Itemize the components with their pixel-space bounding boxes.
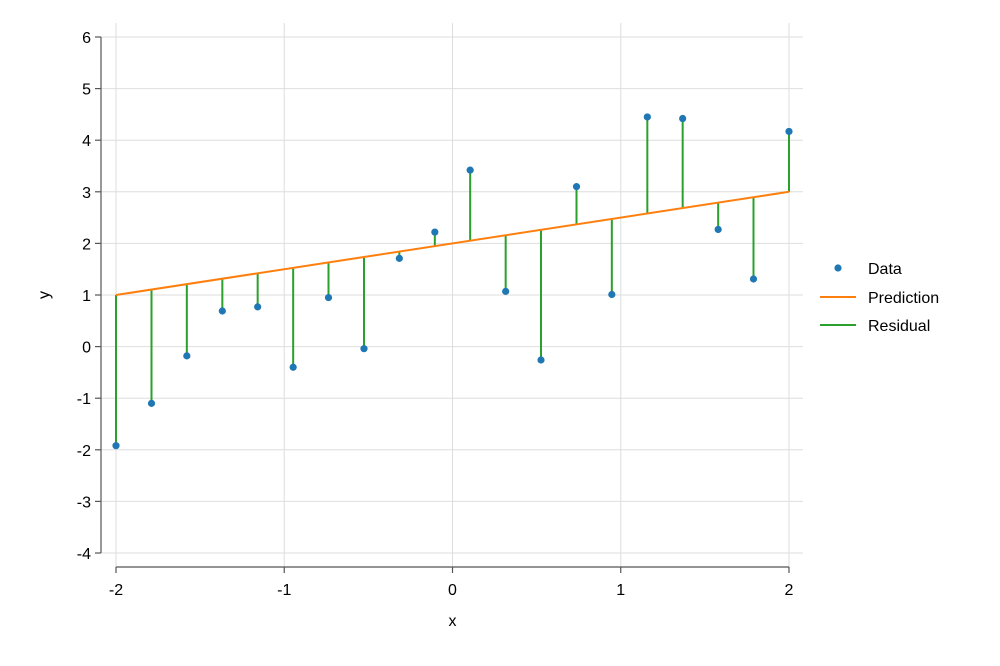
data-point	[147, 399, 156, 407]
legend: Data Prediction Residual	[820, 261, 939, 335]
data-points	[112, 113, 793, 450]
data-point	[183, 352, 191, 360]
x-axis-label: x	[449, 613, 457, 630]
data-point	[395, 254, 403, 262]
y-tick-label: -2	[77, 443, 91, 460]
data-point	[466, 166, 474, 174]
y-tick-label: 4	[82, 133, 91, 150]
data-point	[679, 114, 687, 123]
data-point	[324, 293, 333, 302]
y-tick-label: 2	[82, 236, 91, 253]
x-tick-label: 0	[448, 582, 457, 599]
data-point	[643, 113, 651, 121]
legend-prediction-label: Prediction	[868, 290, 939, 307]
data-point	[714, 225, 722, 234]
y-tick-label: 3	[82, 185, 91, 202]
y-tick-label: 5	[82, 82, 91, 99]
data-point	[254, 303, 262, 311]
y-tick-label: 6	[82, 30, 91, 47]
x-tick-label: -2	[109, 582, 123, 599]
data-point	[431, 228, 439, 236]
prediction-line-group	[115, 190, 790, 296]
data-point	[502, 287, 510, 295]
legend-data-label: Data	[868, 261, 902, 278]
grid	[101, 23, 803, 567]
axes: -4 -3 -2 -1 0 1 2 3 4 5 6 -2 -1 0 1 2	[77, 30, 794, 599]
y-tick-label: 0	[82, 340, 91, 357]
x-tick-label: 2	[785, 582, 794, 599]
data-point	[537, 356, 545, 364]
data-point	[785, 127, 793, 136]
data-point	[112, 442, 120, 450]
x-tick-label: 1	[616, 582, 625, 599]
data-point	[749, 275, 758, 283]
residual-lines	[115, 116, 790, 446]
y-tick-label: -1	[77, 391, 91, 408]
y-tick-label: -4	[77, 546, 91, 563]
data-point	[218, 307, 226, 315]
data-point	[608, 290, 616, 299]
data-point	[572, 183, 581, 191]
legend-data-marker	[834, 264, 842, 272]
x-tick-label: -1	[277, 582, 291, 599]
y-tick-label: -3	[77, 494, 91, 511]
data-point	[289, 363, 297, 371]
data-point	[360, 345, 368, 353]
prediction-line	[115, 190, 790, 296]
y-axis-label: y	[36, 291, 53, 299]
legend-residual-label: Residual	[868, 318, 930, 335]
y-tick-label: 1	[82, 288, 91, 305]
